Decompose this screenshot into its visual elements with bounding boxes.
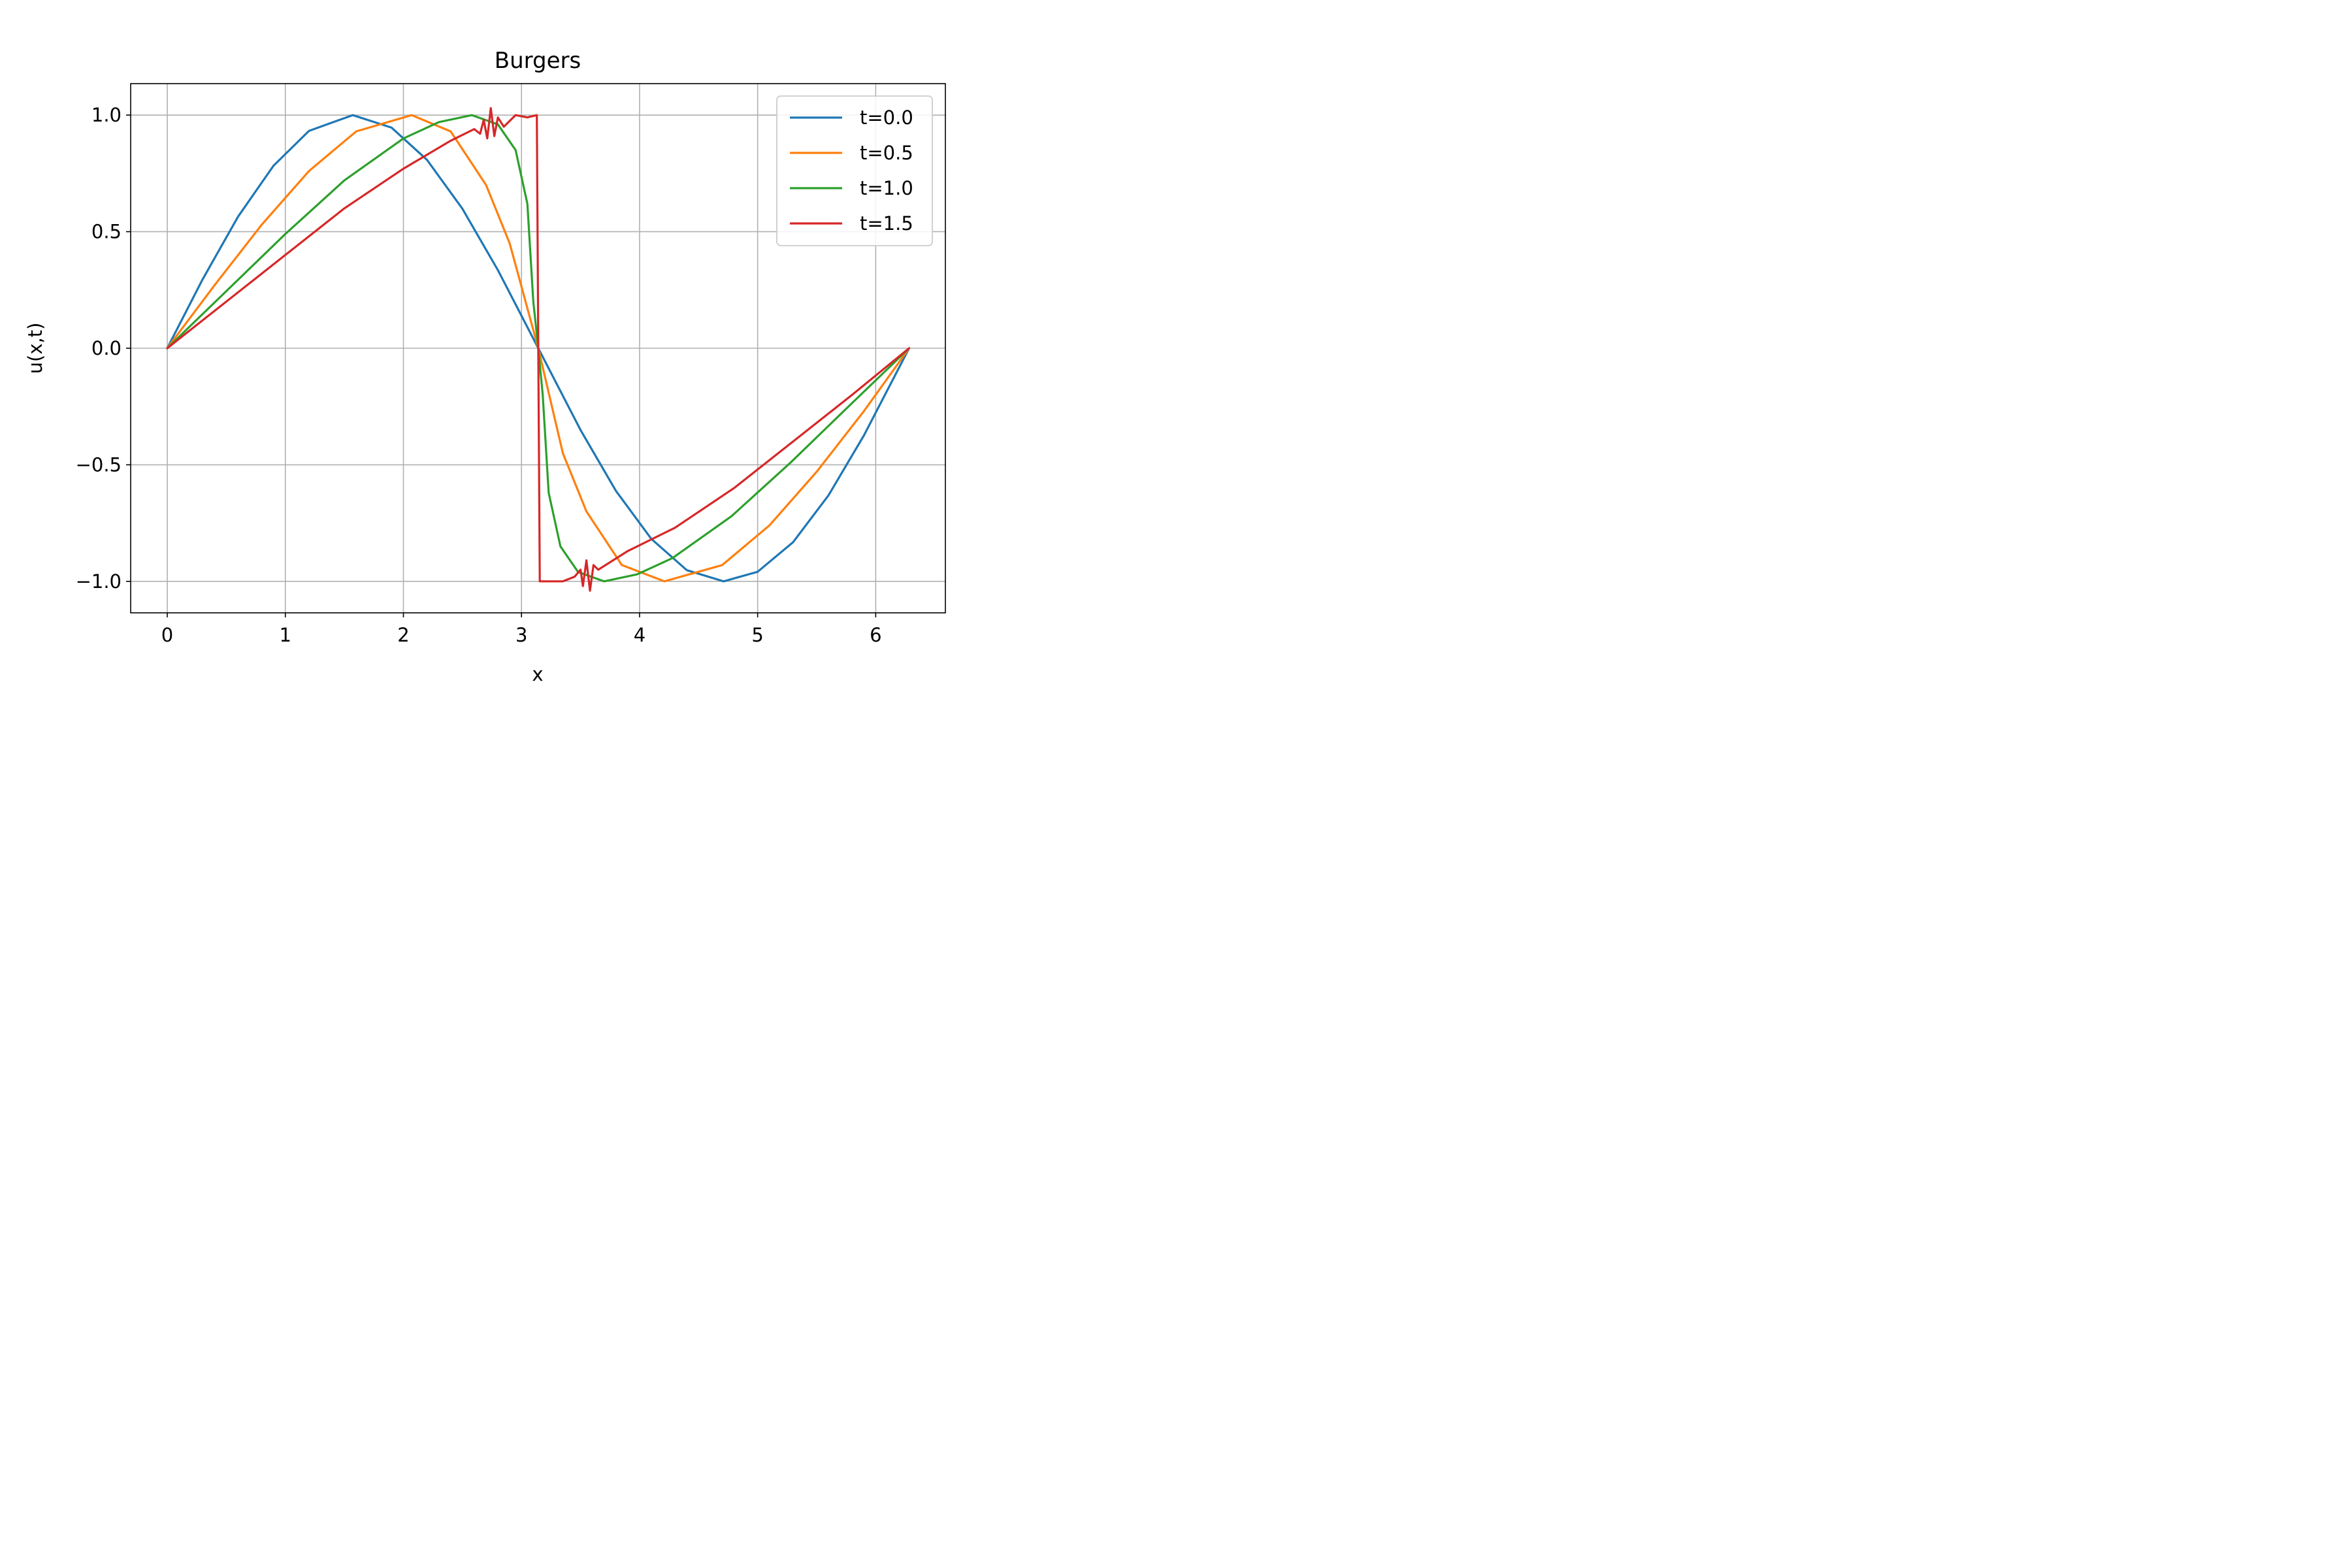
x-tick-label: 6 [870, 624, 881, 646]
y-tick-label: 0.0 [91, 337, 122, 359]
axis-ticks: 0 1 2 3 4 5 6 −1.0 −0.5 0.0 0.5 1.0 [76, 104, 882, 646]
y-tick-label: −0.5 [76, 453, 122, 476]
legend-label: t=1.0 [860, 177, 913, 199]
x-axis-label: x [532, 663, 543, 685]
legend: t=0.0 t=0.5 t=1.0 t=1.5 [776, 95, 933, 246]
burgers-line-chart: 0 1 2 3 4 5 6 −1.0 −0.5 0.0 0.5 1.0 Burgers x u(x,t… [0, 0, 1045, 696]
x-tick-label: 0 [161, 624, 173, 646]
plot-lines [166, 106, 911, 592]
x-tick-label: 5 [751, 624, 763, 646]
y-axis-label: u(x,t) [24, 323, 46, 374]
y-tick-label: 0.5 [91, 221, 122, 243]
y-tick-label: −1.0 [76, 570, 122, 593]
x-tick-label: 2 [397, 624, 409, 646]
y-tick-label: 1.0 [91, 104, 122, 126]
legend-label: t=0.5 [860, 142, 913, 164]
x-tick-label: 4 [634, 624, 645, 646]
x-tick-label: 1 [280, 624, 291, 646]
legend-box [776, 95, 933, 246]
legend-label: t=1.5 [860, 212, 913, 235]
legend-label: t=0.0 [860, 106, 913, 129]
series-line-t=1.5 [166, 106, 911, 592]
x-tick-label: 3 [515, 624, 527, 646]
chart-title: Burgers [495, 48, 581, 74]
